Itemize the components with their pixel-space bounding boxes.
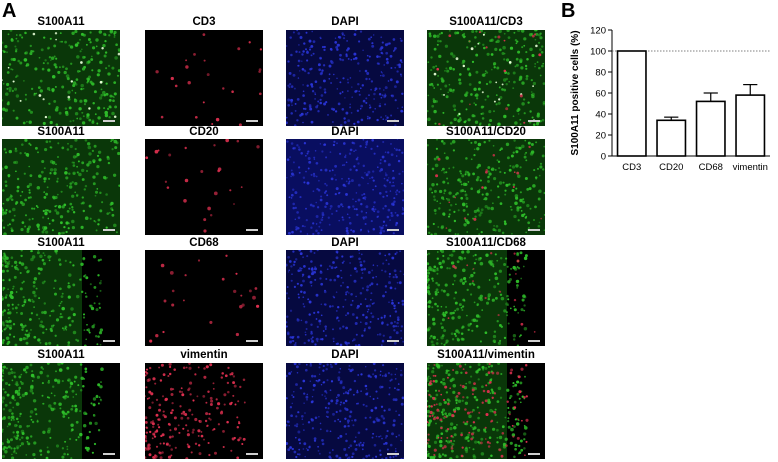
x-tick-label: CD68: [699, 162, 723, 173]
scale-bar: [387, 120, 399, 122]
scale-bar: [528, 229, 540, 231]
row1-marker-label: CD3: [192, 16, 216, 28]
row4-marker-micrograph: [145, 363, 263, 459]
scale-bar: [387, 340, 399, 342]
scale-bar: [528, 340, 540, 342]
row1-dapi-label: DAPI: [331, 16, 359, 28]
scale-bar: [528, 453, 540, 455]
row1-s100a11-micrograph: [2, 30, 120, 126]
row1-s100a11-label: S100A11: [37, 16, 85, 28]
y-tick-label: 0: [601, 152, 606, 163]
scale-bar: [103, 120, 115, 122]
row3-merge-micrograph: [427, 250, 545, 346]
row2-dapi-micrograph: [286, 139, 404, 235]
x-tick-label: vimentin: [733, 162, 768, 173]
scale-bar: [246, 453, 258, 455]
scale-bar: [246, 120, 258, 122]
y-tick-label: 120: [590, 26, 606, 37]
row1-merge-label: S100A11/CD3: [449, 16, 523, 28]
bar-cd68: [695, 100, 726, 157]
row4-marker-label: vimentin: [180, 349, 228, 361]
scale-bar: [246, 229, 258, 231]
y-tick-label: 80: [595, 68, 606, 79]
scale-bar: [103, 340, 115, 342]
row3-s100a11-label: S100A11: [37, 237, 85, 249]
row4-merge-label: S100A11/vimentin: [437, 349, 535, 361]
row1-merge-micrograph: [427, 30, 545, 126]
y-tick-label: 20: [595, 131, 606, 142]
row4-merge-micrograph: [427, 363, 545, 459]
row4-s100a11-label: S100A11: [37, 349, 85, 361]
scale-bar: [103, 229, 115, 231]
row3-s100a11-micrograph: [2, 250, 120, 346]
bar-chart: 0 20 40 60 80 100 120 S100A11 positive cells (%…: [570, 26, 770, 173]
bar-cd3: [616, 50, 647, 157]
bar-vimentin: [735, 94, 766, 157]
row1-dapi-micrograph: [286, 30, 404, 126]
row3-merge-label: S100A11/CD68: [446, 237, 526, 249]
row2-dapi-label: DAPI: [331, 126, 359, 138]
scale-bar: [103, 453, 115, 455]
row2-s100a11-label: S100A11: [37, 126, 85, 138]
row1-marker-micrograph: [145, 30, 263, 126]
row4-s100a11-micrograph: [2, 363, 120, 459]
row2-marker-label: CD20: [189, 126, 219, 138]
scale-bar: [528, 120, 540, 122]
row2-s100a11-micrograph: [2, 139, 120, 235]
row4-dapi-micrograph: [286, 363, 404, 459]
row3-marker-micrograph: [145, 250, 263, 346]
y-axis-label: S100A11 positive cells (%): [570, 30, 581, 155]
panel-a-label: A: [2, 0, 17, 22]
x-tick-label: CD3: [622, 162, 641, 173]
row2-merge-label: S100A11/CD20: [446, 126, 526, 138]
y-tick-label: 40: [595, 110, 606, 121]
row3-marker-label: CD68: [189, 237, 219, 249]
row4-dapi-label: DAPI: [331, 349, 359, 361]
row3-dapi-micrograph: [286, 250, 404, 346]
row3-dapi-label: DAPI: [331, 237, 359, 249]
y-tick-label: 100: [590, 47, 606, 58]
scale-bar: [387, 453, 399, 455]
panel-b-label: B: [561, 0, 576, 22]
bar-cd20: [656, 119, 687, 157]
x-tick-label: CD20: [659, 162, 683, 173]
row2-marker-micrograph: [145, 139, 263, 235]
scale-bar: [246, 340, 258, 342]
y-tick-label: 60: [595, 89, 606, 100]
row2-merge-micrograph: [427, 139, 545, 235]
scale-bar: [387, 229, 399, 231]
